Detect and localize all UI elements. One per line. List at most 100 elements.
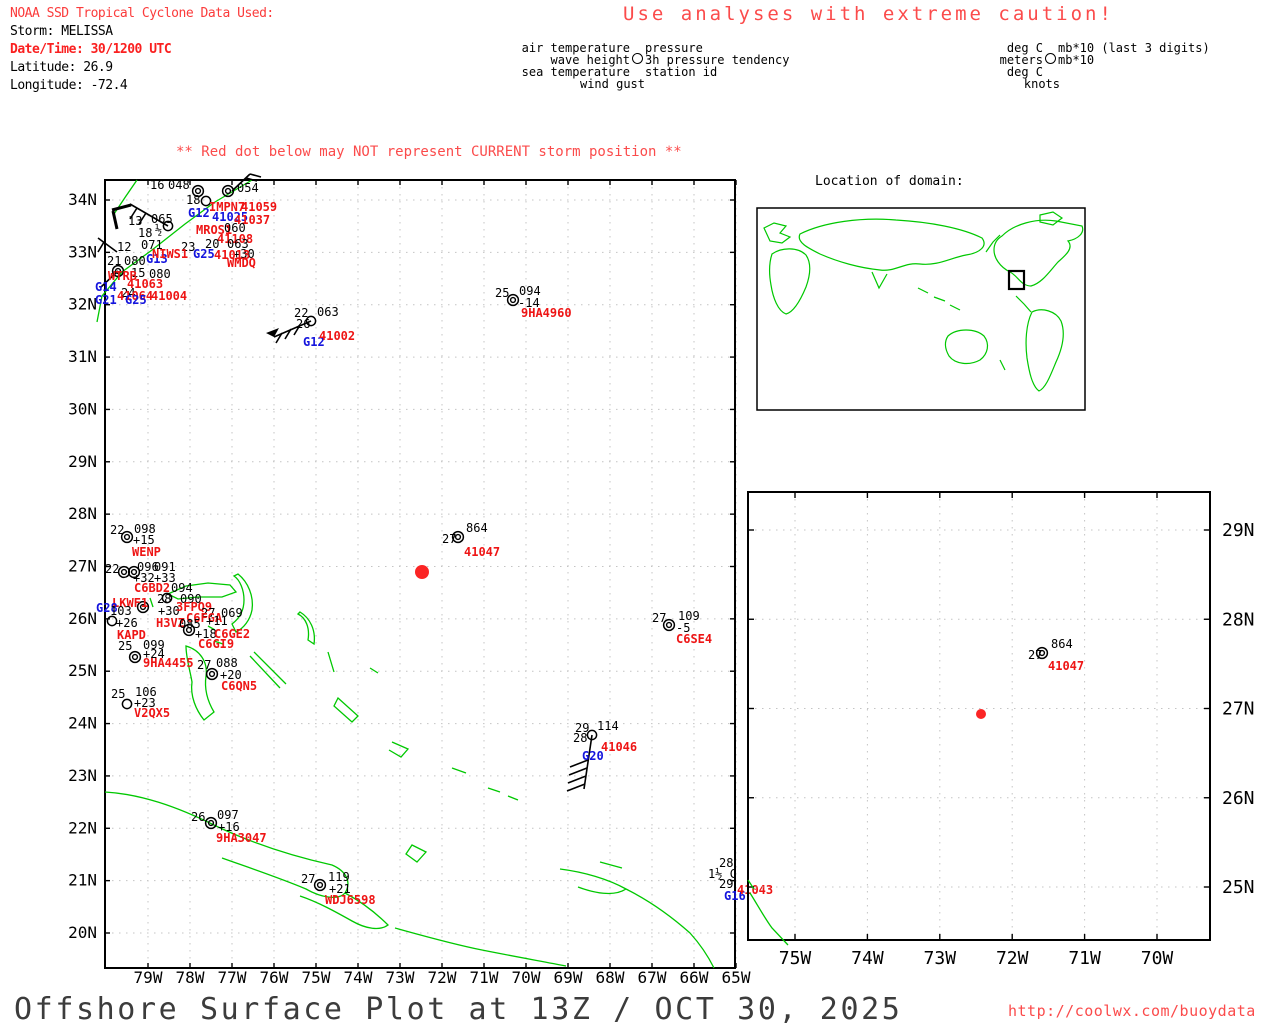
station-circle (204, 816, 218, 830)
station-circle-inner (454, 533, 462, 541)
station-text: H3VZ (156, 616, 185, 630)
lon-label-69W: 69W (554, 968, 583, 987)
station-text: +11 (206, 614, 228, 628)
wind-barb (583, 734, 593, 790)
station-circle (221, 184, 235, 198)
station-text: +15 (133, 533, 155, 547)
lat-label-33N: 33N (68, 242, 97, 261)
inset-lon-label-73W: 73W (924, 948, 957, 969)
lat-label-27N: 27N (68, 556, 97, 575)
coastline (451, 767, 467, 774)
wind-barb (111, 210, 119, 230)
coastline (149, 597, 154, 608)
world-inset (756, 207, 1086, 411)
wind-barb (100, 270, 119, 288)
zoom-inset-coastlines (747, 879, 789, 946)
wind-barb (129, 207, 138, 220)
station-text: +30 (158, 604, 180, 618)
coastline (388, 741, 410, 758)
station-circle (106, 615, 118, 627)
station-circle (136, 600, 150, 614)
station-text: IMPN7 (209, 200, 245, 214)
world-coastline (769, 248, 811, 315)
station-text: C6FGA (186, 611, 223, 625)
header-storm: Storm: MELISSA (10, 24, 113, 39)
site-url-link[interactable]: http://coolwx.com/buoydata (1008, 1002, 1256, 1020)
wind-barb (569, 759, 589, 768)
station-circle (191, 184, 205, 198)
zoom-inset-grid (748, 492, 1210, 940)
legend-wind-gust: wind gust (579, 77, 645, 91)
station-text: 080 (124, 254, 146, 268)
station-text: 41013 (214, 248, 250, 262)
station-circle (305, 315, 317, 327)
units-circle-icon (1045, 53, 1056, 64)
world-coastline (917, 287, 961, 311)
station-text: G20 (582, 749, 604, 763)
world-coastline (944, 329, 989, 365)
station-circle (128, 650, 142, 664)
station-text: 065 (151, 212, 173, 226)
station-text: 27 (442, 532, 456, 546)
coastline (207, 625, 216, 631)
station-text: C6GE2 (214, 627, 250, 641)
station-text: 16 (150, 178, 164, 192)
units-sea-temp: deg C (1006, 65, 1043, 79)
station-text: 103 (110, 604, 132, 618)
station-text: 094 (171, 581, 193, 595)
wind-barb-flag (266, 328, 279, 337)
station-text: 15 (131, 266, 145, 280)
coastline (96, 179, 253, 323)
station-text: C6QN5 (221, 679, 257, 693)
station-circle (506, 293, 520, 307)
station-circle (127, 565, 141, 579)
station-text: 28 (157, 592, 171, 606)
station-text: 41004 (151, 289, 187, 303)
station-text: 071 (141, 238, 163, 252)
lon-label-79W: 79W (134, 968, 163, 987)
wind-barb (97, 241, 105, 253)
inset-lat-label-27N: 27N (1222, 699, 1255, 720)
station-text: 085 (179, 617, 201, 631)
station-text: LKWF1 (112, 596, 148, 610)
station-text: +21 (329, 882, 351, 896)
station-circle-inner (120, 568, 128, 576)
station-text: G25 (193, 247, 215, 261)
wind-barb (275, 332, 283, 344)
wind-barb (284, 328, 292, 340)
station-text: 060 (224, 221, 246, 235)
station-text: 099 (143, 638, 165, 652)
station-text: 864 (466, 521, 488, 535)
station-text: +26 (116, 616, 138, 630)
inset-lon-label-72W: 72W (996, 948, 1029, 969)
station-text: 098 (134, 522, 156, 536)
lon-label-70W: 70W (512, 968, 541, 987)
coastline (166, 582, 238, 600)
station-text: MROS1 (196, 223, 232, 237)
station-text: 094 (519, 284, 541, 298)
wind-barb (293, 324, 301, 336)
coastline (405, 844, 428, 863)
station-text: V2QX5 (134, 706, 170, 720)
station-circle (120, 530, 134, 544)
station-text: KAPD (117, 628, 146, 642)
legend-station-id: station id (645, 65, 718, 79)
lon-label-75W: 75W (302, 968, 331, 987)
lat-label-30N: 30N (68, 399, 97, 418)
station-text: 25 (111, 687, 125, 701)
legend-air-temp: air temperature (521, 41, 630, 55)
coastline (231, 573, 254, 633)
legend-sea-temp: sea temperature (521, 65, 630, 79)
station-text: 27 (301, 872, 315, 886)
station-text: G21 (95, 293, 117, 307)
coastline (299, 892, 389, 930)
zoom-inset-frame (747, 491, 1211, 941)
inset-lon-label-71W: 71W (1068, 948, 1101, 969)
station-text: 090 (180, 592, 202, 606)
header-datetime: Date/Time: 30/1200 UTC (10, 42, 172, 57)
lon-label-65W: 65W (722, 968, 751, 987)
coastline (213, 640, 224, 645)
